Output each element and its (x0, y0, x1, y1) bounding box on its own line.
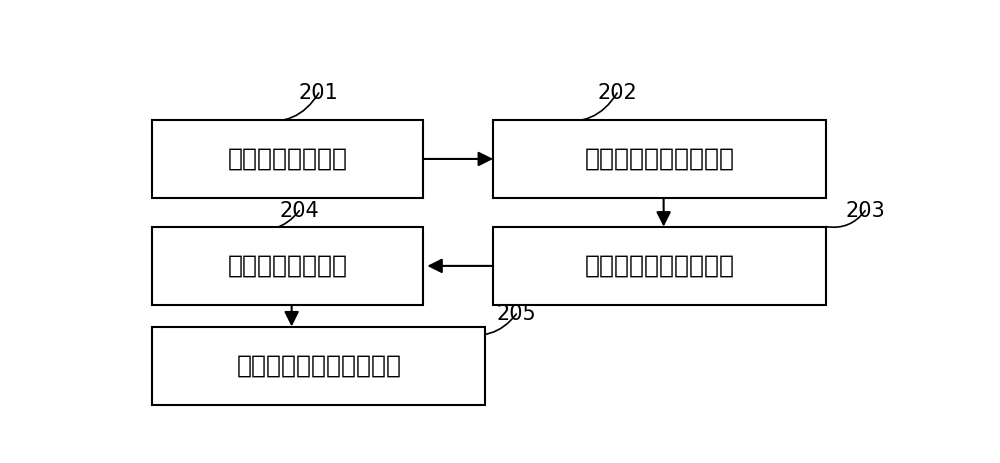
Text: 模拟计算数据获取模块: 模拟计算数据获取模块 (585, 147, 735, 171)
Text: 实验测试数据获取模块: 实验测试数据获取模块 (585, 254, 735, 278)
Text: 205: 205 (496, 304, 536, 324)
FancyBboxPatch shape (493, 120, 826, 198)
Text: 204: 204 (280, 200, 319, 221)
FancyBboxPatch shape (152, 326, 485, 405)
FancyBboxPatch shape (152, 120, 423, 198)
Text: 202: 202 (597, 83, 637, 103)
FancyBboxPatch shape (152, 227, 423, 305)
Text: 203: 203 (845, 200, 885, 221)
Text: 氢分布预测模型获取模块: 氢分布预测模型获取模块 (236, 354, 401, 378)
Text: 校正数据获取模块: 校正数据获取模块 (228, 254, 348, 278)
Text: 基础信息准备模块: 基础信息准备模块 (228, 147, 348, 171)
FancyBboxPatch shape (493, 227, 826, 305)
Text: 201: 201 (299, 83, 339, 103)
